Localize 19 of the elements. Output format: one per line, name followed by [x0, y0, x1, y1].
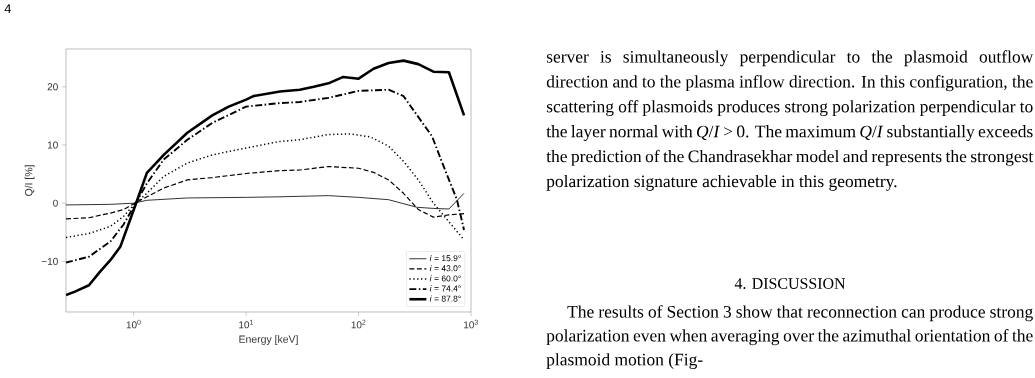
text: 4. DISCUSSION [734, 278, 846, 289]
legend-label: i = 43.0° [429, 265, 461, 272]
y-axis-title: Q/I [%] [24, 165, 35, 196]
text: The results of Section 3 show that reconnection can produce strong polarization even when averaging over the azimuthal orientation of the plasmoid motion (Fig- [546, 305, 1033, 370]
x-tick-label: 10$^{0}$ [126, 319, 141, 329]
x-tick-label: 10$^{1}$ [239, 319, 254, 329]
y-tick-label: 0 [53, 199, 58, 207]
y-tick-label: 20 [47, 83, 58, 91]
legend-label: i = 60.0° [429, 275, 461, 282]
x-tick-label: 10$^{3}$ [464, 319, 478, 329]
x-tick-label: 10$^{2}$ [351, 319, 366, 329]
y-tick-label: 10 [47, 141, 58, 149]
legend-label: i = 74.4° [429, 285, 461, 292]
x-axis-title: Energy [keV] [239, 335, 298, 345]
text: 4 [4, 4, 12, 14]
y-tick-label: −10 [41, 257, 58, 265]
legend-label: i = 87.8° [429, 295, 461, 302]
legend-label: i = 15.9° [429, 254, 461, 262]
text: server is simultaneously perpendicular to the plasmoid outflow direction and to the plasma inflow direction. In this configuration, the scattering off plasmoids produces strong polarization perpendicular to the layer normal with Q/I > 0. The maximum Q/I substantially exceeds the prediction of the Chandrasekhar model and represents the strongest polarization signature achievable in this geometry. [546, 50, 1034, 191]
